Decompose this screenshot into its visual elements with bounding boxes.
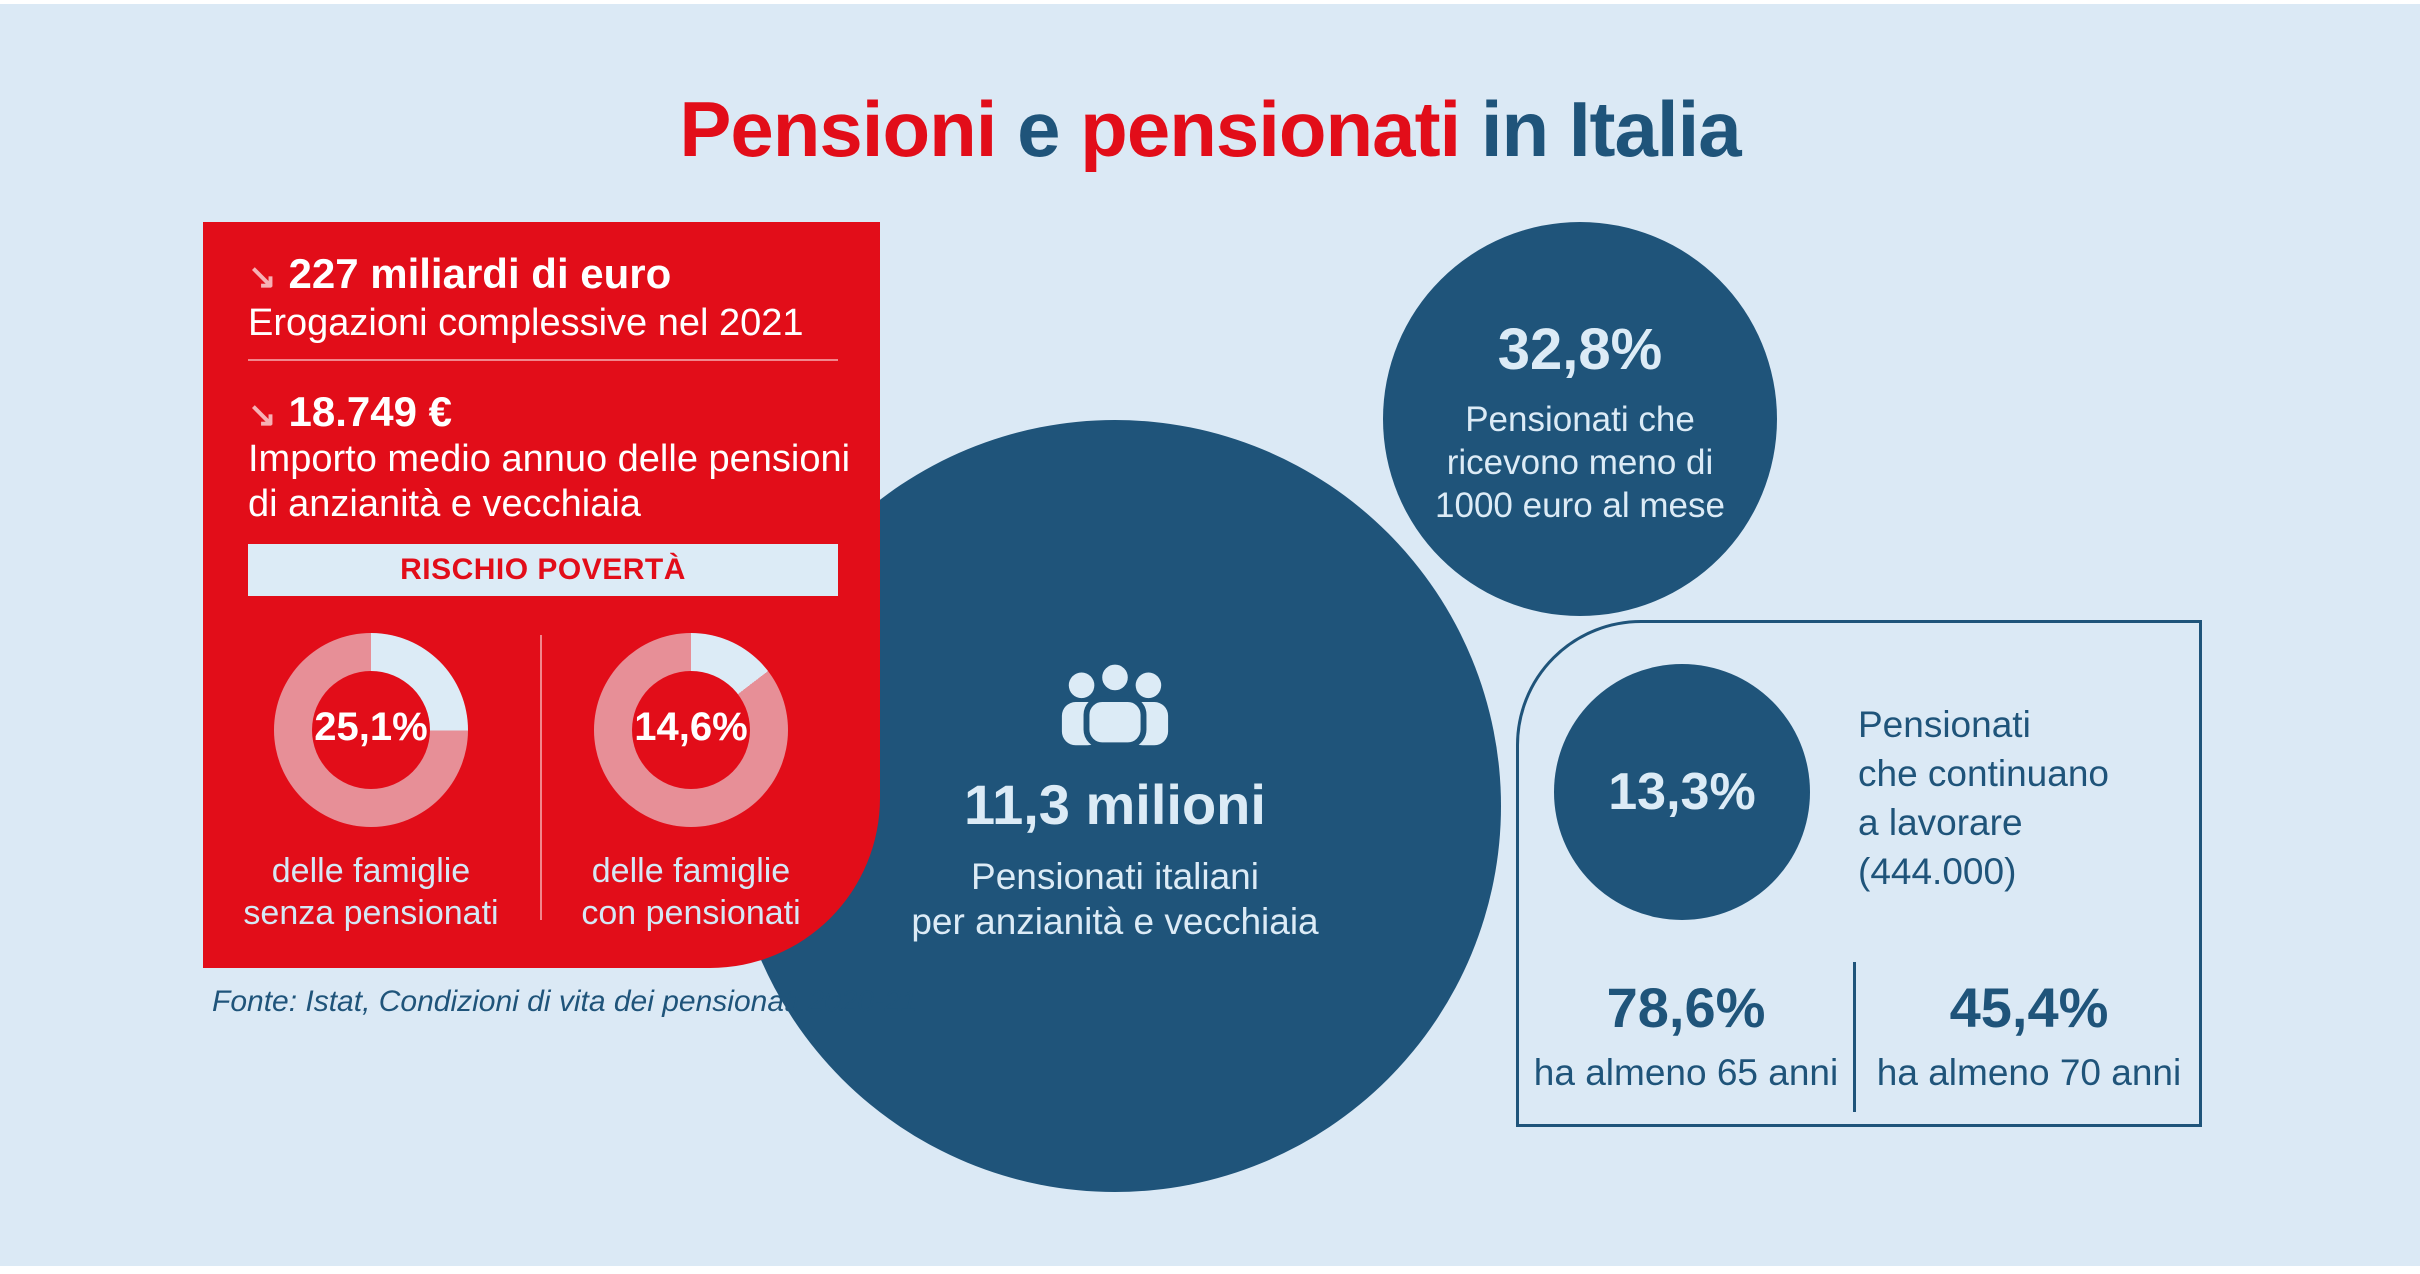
- donut-chart-famiglie-con-pensionati: 14,6%: [594, 633, 788, 827]
- age-stats-divider: [1853, 962, 1856, 1112]
- circle-328-label-line3: 1000 euro al mese: [1435, 486, 1725, 525]
- title-part-pensioni: Pensioni: [679, 85, 1018, 173]
- stat-importo-value: ↘ 18.749 €: [248, 388, 452, 436]
- donut-section-divider: [540, 635, 542, 920]
- stat-importo-number: 18.749 €: [288, 388, 453, 435]
- donut-value-con-pensionati: 14,6%: [634, 705, 748, 749]
- circle-328-label-line1: Pensionati che: [1465, 400, 1695, 439]
- trend-down-arrow-icon: ↘: [248, 396, 277, 434]
- big-circle-label-line1: Pensionati italiani: [971, 856, 1259, 897]
- donut-label-senza-pensionati: delle famiglie senza pensionati: [211, 850, 531, 934]
- work-circle-value: 13,3%: [1608, 763, 1756, 821]
- rischio-poverta-banner: RISCHIO POVERTÀ: [248, 544, 838, 596]
- donut-label-line2: senza pensionati: [243, 894, 499, 932]
- trend-down-arrow-icon: ↘: [248, 258, 277, 296]
- working-label-line1: Pensionati: [1858, 704, 2031, 745]
- red-stats-card: ↘ 227 miliardi di euro Erogazioni comples…: [203, 222, 880, 968]
- working-label-line2: che continuano: [1858, 753, 2109, 794]
- circle-328-value: 32,8%: [1497, 317, 1663, 382]
- big-circle-value: 11,3 milioni: [964, 773, 1266, 836]
- age-stat-65: 78,6% ha almeno 65 anni: [1519, 978, 1853, 1094]
- donut-label-line2: con pensionati: [581, 894, 801, 932]
- stat-importo-label-line1: Importo medio annuo delle pensioni: [248, 438, 851, 480]
- title-part-pensionati: pensionati: [1080, 85, 1481, 173]
- stat-erogazioni-value: ↘ 227 miliardi di euro: [248, 250, 671, 298]
- title-part-e: e: [1017, 85, 1081, 173]
- card-divider-line: [248, 359, 838, 361]
- donut-label-line1: delle famiglie: [271, 852, 471, 890]
- circle-328-label: Pensionati che ricevono meno di 1000 eur…: [1330, 398, 1830, 527]
- stat-erogazioni-label: Erogazioni complessive nel 2021: [248, 302, 804, 344]
- donut-chart-famiglie-senza-pensionati: 25,1%: [274, 633, 468, 827]
- working-label-line4: (444.000): [1858, 851, 2017, 892]
- circle-328-label-line2: ricevono meno di: [1446, 443, 1714, 482]
- working-pensioners-label: Pensionati che continuano a lavorare (44…: [1858, 700, 2109, 896]
- donut-label-con-pensionati: delle famiglie con pensionati: [531, 850, 851, 934]
- stat-importo-label-line2: di anzianità e vecchiaia: [248, 483, 641, 525]
- donut-hole: [312, 671, 430, 789]
- circle-pensionati-sotto-1000-euro: 32,8% Pensionati che ricevono meno di 10…: [1383, 222, 1777, 616]
- working-pensioners-box: [1516, 620, 2202, 1127]
- working-label-line3: a lavorare: [1858, 802, 2023, 843]
- source-citation: Fonte: Istat, Condizioni di vita dei pen…: [212, 985, 918, 1018]
- big-circle-label-line2: per anzianità e vecchiaia: [911, 901, 1319, 942]
- big-circle-label: Pensionati italiani per anzianità e vecc…: [729, 854, 1501, 944]
- people-group-icon: [1061, 660, 1169, 746]
- age-70-value: 45,4%: [1949, 976, 2109, 1039]
- donut-label-line1: delle famiglie: [591, 852, 791, 890]
- donut-hole: [632, 671, 750, 789]
- age-70-label: ha almeno 70 anni: [1876, 1052, 2182, 1093]
- age-stat-70: 45,4% ha almeno 70 anni: [1856, 978, 2202, 1094]
- stat-erogazioni-number: 227 miliardi di euro: [288, 250, 672, 297]
- age-65-value: 78,6%: [1606, 976, 1766, 1039]
- circle-pensionati-che-lavorano: 13,3%: [1554, 664, 1810, 920]
- age-65-label: ha almeno 65 anni: [1533, 1052, 1839, 1093]
- title-part-in-italia: in Italia: [1480, 85, 1742, 173]
- page-title: Pensioni e pensionati in Italia: [0, 84, 2420, 175]
- donut-value-senza-pensionati: 25,1%: [314, 705, 428, 749]
